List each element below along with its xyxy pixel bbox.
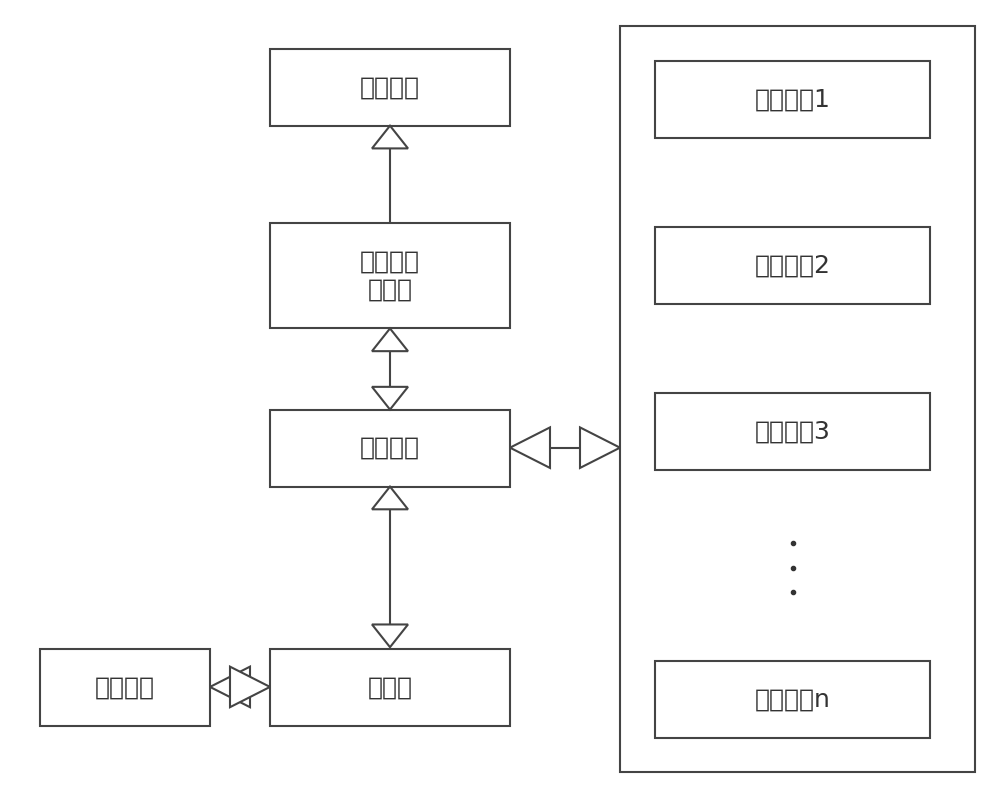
Polygon shape <box>510 427 550 468</box>
Text: 智能节点1: 智能节点1 <box>755 88 830 111</box>
Text: 环境设备
控制器: 环境设备 控制器 <box>360 250 420 302</box>
Polygon shape <box>372 126 408 148</box>
Polygon shape <box>580 427 620 468</box>
Bar <box>655 227 930 304</box>
Text: 智能节点2: 智能节点2 <box>755 254 830 277</box>
Bar <box>270 223 510 328</box>
Text: 环境设备: 环境设备 <box>360 75 420 99</box>
Text: 主控制器: 主控制器 <box>360 436 420 460</box>
Polygon shape <box>372 328 408 351</box>
Text: 智能节点3: 智能节点3 <box>755 420 830 444</box>
Text: 智能节点n: 智能节点n <box>755 688 830 711</box>
Polygon shape <box>372 624 408 647</box>
Bar <box>270 649 510 726</box>
Polygon shape <box>230 667 270 707</box>
Bar <box>270 49 510 126</box>
Bar <box>40 649 210 726</box>
Bar <box>620 26 975 772</box>
Bar <box>270 410 510 487</box>
Polygon shape <box>372 487 408 509</box>
Text: 服务器: 服务器 <box>368 676 413 699</box>
Bar <box>655 393 930 470</box>
Bar <box>655 661 930 738</box>
Text: 控制终端: 控制终端 <box>95 676 155 699</box>
Polygon shape <box>372 387 408 410</box>
Polygon shape <box>210 667 250 707</box>
Bar <box>655 61 930 138</box>
